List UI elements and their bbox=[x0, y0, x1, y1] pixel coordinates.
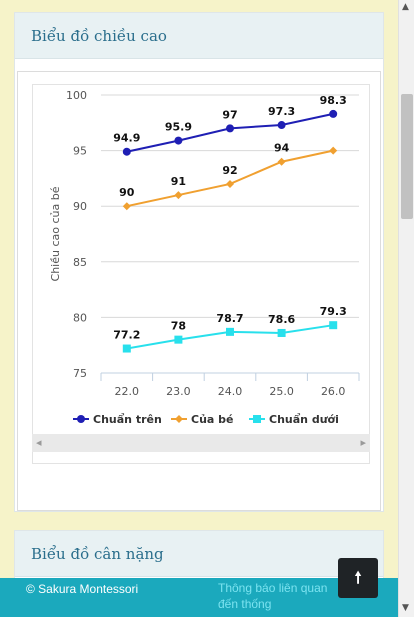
data-label: 78.6 bbox=[268, 313, 295, 326]
data-label: 91 bbox=[171, 175, 186, 188]
page-vertical-scrollbar[interactable]: ▲ ▼ bbox=[398, 0, 414, 617]
legend-marker bbox=[253, 415, 261, 423]
data-point bbox=[122, 202, 131, 211]
x-tick-label: 25.0 bbox=[269, 385, 294, 398]
y-tick-label: 90 bbox=[73, 200, 87, 213]
y-tick-label: 80 bbox=[73, 311, 87, 324]
data-label: 98.3 bbox=[320, 94, 347, 107]
data-label: 94 bbox=[274, 142, 290, 155]
x-tick-label: 24.0 bbox=[218, 385, 243, 398]
data-point bbox=[329, 146, 338, 155]
footer: © Sakura Montessori Thông báo liên quan … bbox=[0, 578, 398, 617]
chart-area: 75 80 85 90 95 100 22.0 23.0 24.0 25.0 26.0 Chiều c… bbox=[32, 84, 370, 464]
copyright-text: © Sakura Montessori bbox=[26, 582, 139, 596]
data-label: 78 bbox=[171, 320, 186, 333]
back-to-top-button[interactable]: 🠕 bbox=[338, 558, 378, 598]
scroll-up-icon[interactable]: ▲ bbox=[402, 2, 409, 12]
page: Biểu đồ chiều cao 75 80 85 90 95 100 22.0 23.0 2… bbox=[0, 0, 398, 617]
data-label: 79.3 bbox=[320, 305, 347, 318]
data-label: 92 bbox=[222, 164, 237, 177]
x-tick-label: 23.0 bbox=[166, 385, 191, 398]
legend-label: Chuẩn trên bbox=[93, 413, 162, 426]
series-line bbox=[126, 149, 334, 208]
scroll-left-icon[interactable]: ◂ bbox=[36, 436, 42, 449]
height-chart-panel: Biểu đồ chiều cao 75 80 85 90 95 100 22.0 23.0 2… bbox=[14, 12, 384, 558]
left-margin bbox=[0, 0, 8, 617]
data-point bbox=[277, 328, 286, 337]
data-point bbox=[174, 191, 183, 200]
data-point bbox=[226, 327, 234, 336]
notice-link[interactable]: Thông báo liên quan đến thống bbox=[218, 581, 328, 611]
data-point bbox=[122, 147, 131, 156]
data-point bbox=[277, 157, 286, 166]
chart-container: 75 80 85 90 95 100 22.0 23.0 24.0 25.0 26.0 Chiều c… bbox=[17, 71, 381, 558]
data-label: 94.9 bbox=[113, 132, 140, 145]
x-tick-label: 26.0 bbox=[321, 385, 346, 398]
scrollbar-thumb[interactable] bbox=[401, 94, 413, 219]
legend-marker bbox=[175, 415, 183, 423]
legend-label: Của bé bbox=[191, 413, 234, 426]
data-label: 78.7 bbox=[216, 312, 243, 325]
weight-chart-title: Biểu đồ cân nặng bbox=[15, 531, 383, 577]
data-point bbox=[329, 109, 338, 118]
data-point bbox=[226, 179, 234, 188]
scroll-down-icon[interactable]: ▼ bbox=[402, 603, 409, 613]
data-point bbox=[329, 321, 338, 330]
x-tick-label: 22.0 bbox=[115, 385, 140, 398]
y-tick-label: 95 bbox=[73, 145, 87, 158]
y-axis-label: Chiều cao của bé bbox=[49, 186, 62, 281]
scroll-right-icon[interactable]: ▸ bbox=[360, 436, 366, 449]
data-label: 90 bbox=[119, 186, 135, 199]
legend-label: Chuẩn dưới bbox=[269, 413, 339, 426]
data-point bbox=[122, 344, 131, 353]
legend-marker bbox=[77, 415, 85, 423]
data-point bbox=[226, 124, 234, 133]
y-tick-label: 100 bbox=[66, 89, 87, 102]
chart-horizontal-scrollbar[interactable]: ◂ ▸ bbox=[32, 434, 370, 452]
height-chart-title: Biểu đồ chiều cao bbox=[15, 13, 383, 59]
data-label: 95.9 bbox=[165, 121, 192, 134]
height-line-chart: 75 80 85 90 95 100 22.0 23.0 24.0 25.0 26.0 Chiều c… bbox=[49, 89, 360, 426]
data-label: 97 bbox=[222, 108, 237, 121]
data-point bbox=[174, 136, 183, 145]
y-tick-label: 85 bbox=[73, 256, 87, 269]
data-label: 97.3 bbox=[268, 105, 295, 118]
data-label: 77.2 bbox=[113, 329, 140, 342]
y-tick-label: 75 bbox=[73, 367, 87, 380]
data-point bbox=[277, 121, 286, 130]
data-point bbox=[174, 335, 183, 344]
